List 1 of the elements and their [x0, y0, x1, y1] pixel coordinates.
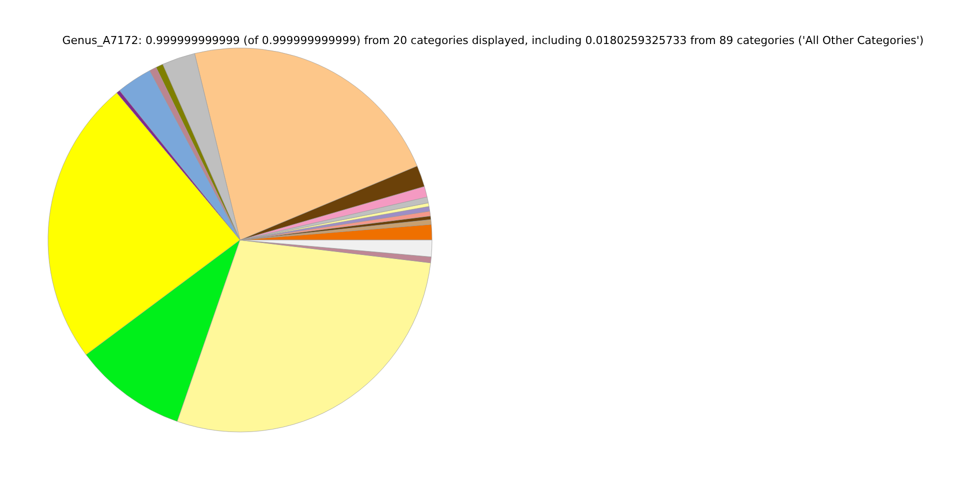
text: Genus_A7172: 0.999999999999 (of 0.999999999999) from 20 categories displayed, including 0.0180259325733 from 89 categories ('All Other Categories')	[62, 34, 924, 47]
